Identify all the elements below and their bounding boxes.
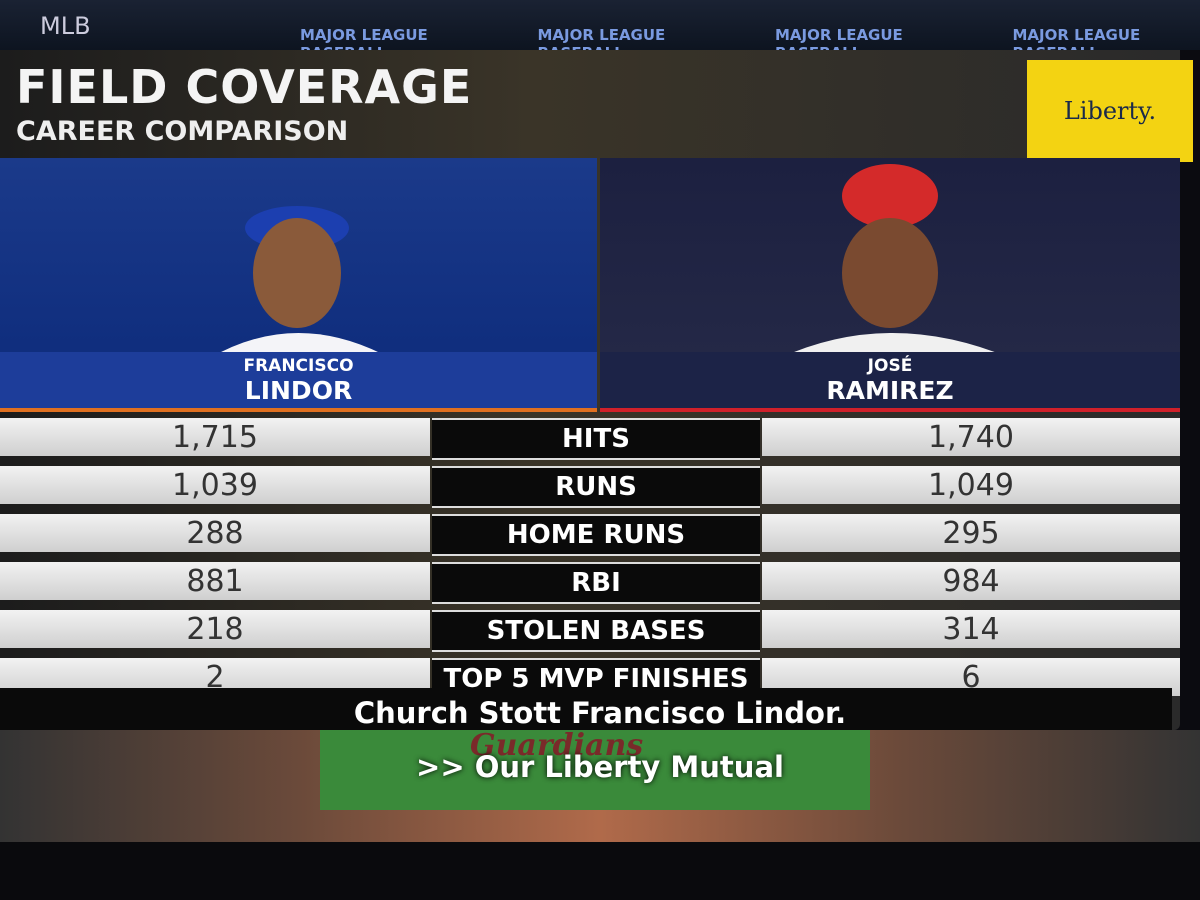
left-value: 881 [0,562,430,600]
caption: Church Stott Francisco Lindor. [353,696,847,730]
field [320,730,870,810]
tv-bezel [0,842,1200,900]
right-value: 1,740 [762,418,1180,456]
face [842,218,938,328]
stat-label: STOLEN BASES [432,610,760,652]
cap [842,164,938,228]
last-name: RAMIREZ [826,376,954,405]
left-value: 1,715 [0,418,430,456]
stat-label: HITS [432,418,760,460]
right-value: 1,049 [762,466,1180,504]
right-value: 295 [762,514,1180,552]
top-bar [0,0,1200,50]
first-name: JOSÉ [867,356,913,376]
right-value: 314 [762,610,1180,648]
stat-row: 218 STOLEN BASES 314 [0,610,1180,652]
caption: >> Our Liberty Mutual [416,750,784,784]
left-value: 1,039 [0,466,430,504]
first-name: FRANCISCO [243,356,354,376]
sponsor: Liberty. [1027,60,1193,162]
stat-row: 1,039 RUNS 1,049 [0,466,1180,508]
face [253,218,341,328]
stat-row: 288 HOME RUNS 295 [0,514,1180,556]
left-value: 218 [0,610,430,648]
stat-label: RBI [432,562,760,604]
name-bar: FRANCISCO LINDOR [0,352,597,412]
stat-row: 1,715 HITS 1,740 [0,418,1180,460]
title: FIELD COVERAGE [16,60,473,114]
subtitle: CAREER COMPARISON [16,116,349,147]
caption-bar [0,688,1172,730]
stat-label: RUNS [432,466,760,508]
stat-label: HOME RUNS [432,514,760,556]
left-value: 288 [0,514,430,552]
stat-row: 881 RBI 984 [0,562,1180,604]
field-logo: Guardians [470,728,644,763]
stat-table: 1,715 HITS 1,740 1,039 RUNS 1,049 288 HOME RUNS… [0,418,1180,706]
network: MLB [40,12,91,40]
name-bar: JOSÉ RAMIREZ [600,352,1180,412]
right-value: 984 [762,562,1180,600]
last-name: LINDOR [244,376,353,405]
